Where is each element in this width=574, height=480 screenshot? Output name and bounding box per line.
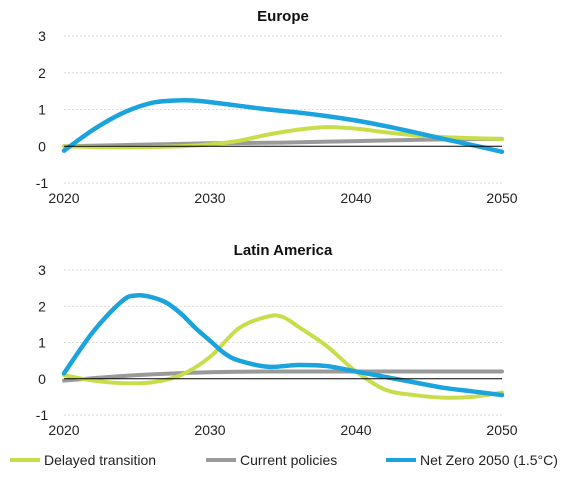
- europe-title: Europe: [257, 8, 309, 25]
- series-line-net-zero-2050: [61, 292, 505, 398]
- series-line-current-policies: [62, 369, 504, 383]
- y-tick-label: 2: [38, 65, 46, 81]
- x-tick-label: 2040: [340, 422, 371, 438]
- y-tick-label: 1: [38, 335, 46, 351]
- series-line-delayed-transition: [62, 313, 504, 400]
- y-tick-label: -1: [36, 407, 49, 423]
- x-tick-label: 2030: [194, 190, 225, 206]
- y-tick-label: -1: [36, 175, 49, 191]
- legend-label-net-zero-2050: Net Zero 2050 (1.5°C): [420, 452, 558, 468]
- x-tick-label: 2030: [194, 422, 225, 438]
- y-tick-label: 0: [38, 371, 46, 387]
- series-line-net-zero-2050: [61, 97, 505, 155]
- y-tick-label: 1: [38, 102, 46, 118]
- x-tick-label: 2040: [340, 190, 371, 206]
- y-tick-label: 3: [38, 262, 46, 278]
- y-tick-label: 2: [38, 298, 46, 314]
- latin-america-title: Latin America: [234, 242, 333, 259]
- series-line-current-policies: [62, 136, 504, 149]
- x-tick-label: 2020: [48, 422, 79, 438]
- legend-label-delayed-transition: Delayed transition: [44, 452, 156, 468]
- x-tick-label: 2020: [48, 190, 79, 206]
- x-tick-label: 2050: [486, 422, 517, 438]
- x-tick-label: 2050: [486, 190, 517, 206]
- legend-label-current-policies: Current policies: [240, 452, 337, 468]
- y-tick-label: 0: [38, 138, 46, 154]
- legend: Delayed transition Current policies Net …: [10, 452, 558, 468]
- y-tick-label: 3: [38, 28, 46, 44]
